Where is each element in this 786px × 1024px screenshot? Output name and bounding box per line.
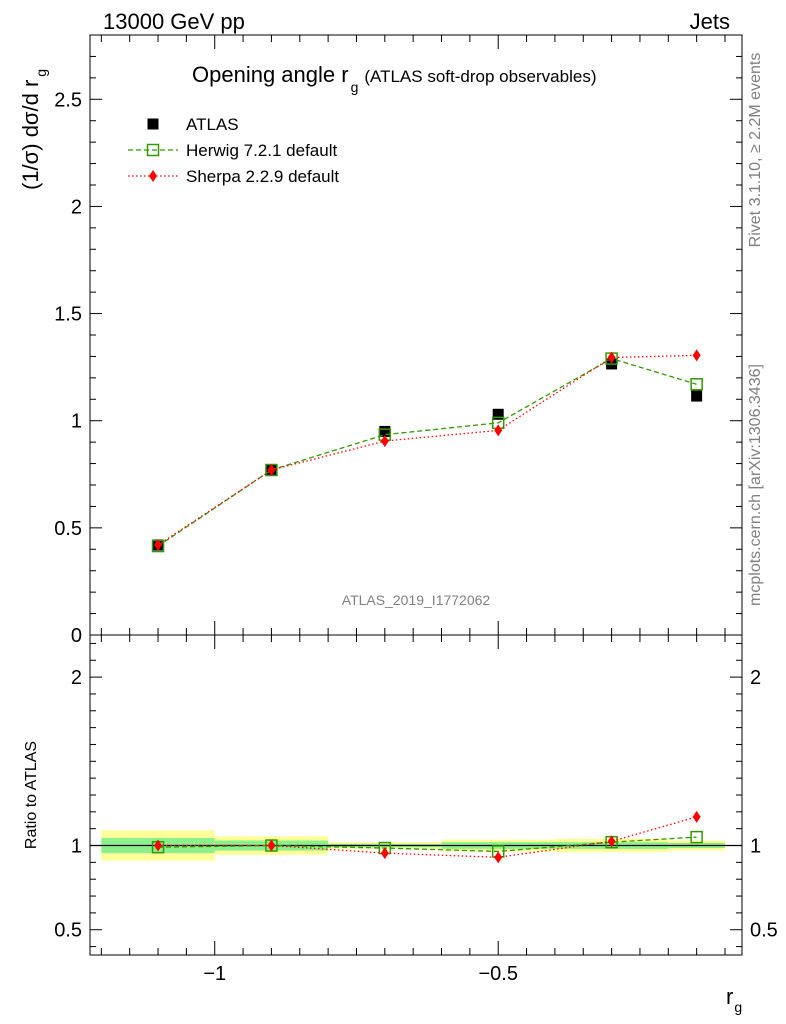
main-ylabel-sub: g [33,69,49,77]
legend-label: Sherpa 2.2.9 default [186,167,339,186]
legend-marker [149,170,157,182]
main-title: Opening angle r g (ATLAS soft-drop observa… [192,62,596,95]
ratio-ylabel: Ratio to ATLAS [23,741,40,849]
main-title-text: Opening angle r [192,62,349,87]
ratio-y-tick-label-left: 2 [71,667,82,689]
ratio-data-point [690,830,703,844]
main-y-tick-label: 2 [71,196,82,218]
ratio-xlabel-sub: g [734,999,742,1015]
ratio-data-point [494,851,503,864]
legend-marker [146,143,160,157]
ratio-y-tick-label-right: 2 [750,667,761,689]
series-line [157,357,697,547]
main-y-tick-label: 2.5 [54,89,82,111]
series-line [157,354,697,546]
series-atlas [152,358,703,551]
ratio-y-tick-label-left: 0.5 [54,920,82,942]
main-y-tick-label: 0 [71,625,82,647]
ratio-data-point [267,839,276,852]
series-herwig [151,352,703,553]
main-panel: Opening angle r g(ATLAS soft-drop observa… [18,34,743,647]
main-title-sub: g [351,79,359,95]
main-y-tick-label: 0.5 [54,518,82,540]
ratio-series-line [158,836,697,853]
mcplots-label: mcplots.cern.ch [arXiv:1306.3436] [747,364,764,606]
main-y-tick-label: 1.5 [54,304,82,326]
data-point [690,378,703,391]
main-ylabel-text: (1/σ) dσ/d r [18,80,43,190]
ratio-x-tick-label: −1 [203,963,226,985]
main-ylabel: (1/σ) dσ/d r g [18,69,49,190]
data-point [379,425,391,437]
series-sherpa [154,349,701,551]
ratio-panel: Ratio to ATLAS 0.5 0.5 1 1 2 2 −1 −0.5 rg [23,634,778,1015]
ratio-data-point [380,847,389,860]
ratio-series-sherpa [154,810,701,864]
legend: ATLAS Herwig 7.2.1 default Sherpa 2.2.9 de… [128,115,339,186]
ratio-data-point [607,835,616,848]
ratio-y-tick-label-right: 0.5 [750,920,778,942]
ratio-xlabel-text: r [726,984,733,1009]
data-point [691,390,703,402]
ratio-x-tick-label: −0.5 [478,963,517,985]
rivet-label: Rivet 3.1.10, ≥ 2.2M events [747,53,764,248]
ratio-y-tick-label-right: 1 [750,836,761,858]
legend-label: ATLAS [186,115,239,134]
data-point [607,351,616,364]
legend-marker [147,118,159,130]
main-y-tick-label: 1 [71,411,82,433]
data-point [492,408,504,420]
ratio-data-point [154,839,163,852]
analysis-watermark: ATLAS_2019_I1772062 [342,592,491,608]
data-point [267,464,276,476]
main-title-paren: (ATLAS soft-drop observables) [364,67,596,86]
header-right: Jets [690,9,730,34]
data-point [494,424,503,437]
ratio-data-point [692,810,701,823]
data-point [692,349,701,362]
ratio-frame [89,634,743,956]
header-left: 13000 GeV pp [103,9,245,34]
data-point [380,435,389,448]
ratio-y-tick-label-left: 1 [71,836,82,858]
ratio-xlabel: rg [726,984,742,1015]
legend-label: Herwig 7.2.1 default [186,141,337,160]
data-point [154,539,163,551]
